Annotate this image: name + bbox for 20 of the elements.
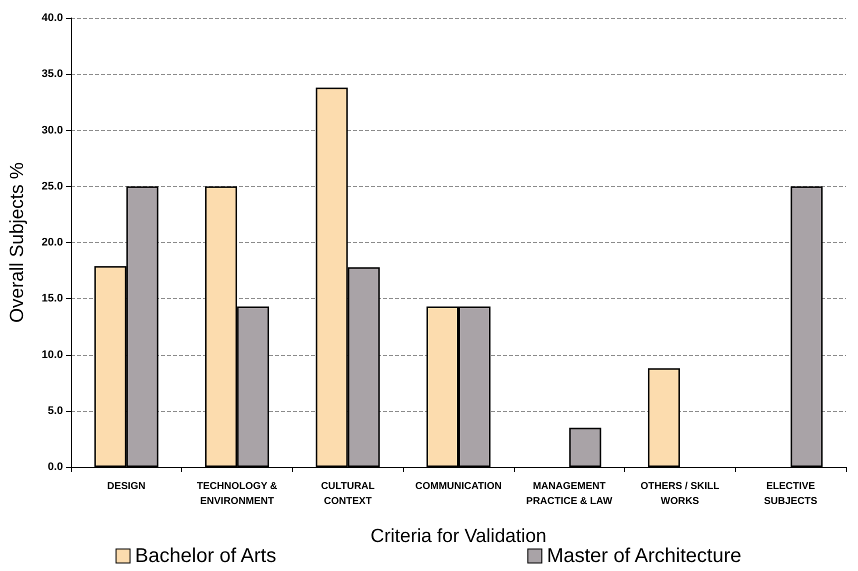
y-tick-label: 20.0: [42, 236, 63, 248]
y-tick-label: 15.0: [42, 292, 63, 305]
x-axis-title: Criteria for Validation: [370, 526, 547, 547]
y-tick-label: 0.0: [48, 461, 63, 473]
legend-label: Bachelor of Arts: [135, 545, 276, 567]
x-tick-label: CULTURAL CONTEXT: [320, 481, 375, 507]
x-tick-label: TECHNOLOGY & ENVIRONMENT: [196, 481, 278, 507]
x-tick-label: OTHERS / SKILL WORKS: [640, 481, 720, 507]
legend-label: Master of Architecture: [546, 545, 742, 567]
x-tick-label: ELECTIVE SUBJECTS: [764, 481, 818, 507]
x-tick-label: COMMUNICATION: [415, 481, 502, 492]
y-tick-label: 10.0: [42, 348, 63, 361]
y-tick-label: 35.0: [42, 68, 63, 80]
y-axis-title: Overall Subjects %: [7, 162, 28, 323]
x-tick-label: DESIGN: [107, 481, 146, 492]
y-tick-label: 40.0: [42, 12, 63, 24]
y-tick-label: 25.0: [42, 180, 63, 192]
x-tick-label: MANAGEMENT PRACTICE & LAW: [526, 481, 613, 507]
y-tick-label: 30.0: [42, 124, 63, 136]
y-tick-label: 5.0: [48, 404, 63, 417]
